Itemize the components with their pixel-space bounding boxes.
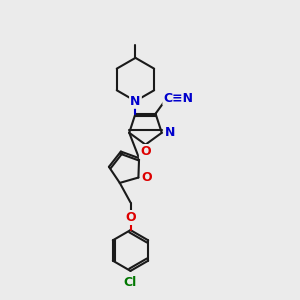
Text: O: O bbox=[140, 145, 151, 158]
Text: N: N bbox=[130, 94, 141, 108]
Text: O: O bbox=[141, 171, 152, 184]
Text: Cl: Cl bbox=[124, 276, 137, 289]
Text: C≡N: C≡N bbox=[164, 92, 194, 105]
Text: N: N bbox=[130, 94, 141, 108]
Text: O: O bbox=[125, 211, 136, 224]
Text: N: N bbox=[165, 126, 175, 139]
